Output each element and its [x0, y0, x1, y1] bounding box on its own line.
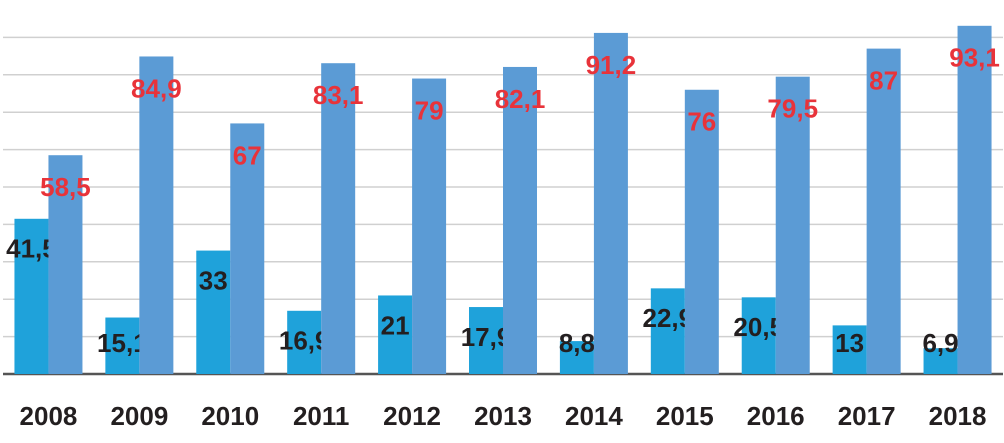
x-tick-label: 2011 — [293, 401, 349, 431]
bar — [593, 32, 628, 375]
bar — [957, 25, 992, 374]
value-label: 21 — [381, 310, 410, 340]
bar — [832, 325, 867, 374]
value-label: 79,5 — [767, 94, 818, 124]
bar — [139, 56, 174, 374]
value-label: 84,9 — [131, 73, 182, 103]
bar — [196, 250, 231, 374]
bar — [741, 297, 776, 374]
bar — [287, 310, 322, 374]
value-label: 91,2 — [586, 50, 637, 80]
bar — [469, 307, 503, 374]
value-label: 58,5 — [40, 172, 91, 202]
value-label: 79 — [415, 95, 444, 125]
bar — [230, 123, 265, 374]
bar — [105, 317, 140, 374]
x-tick-label: 2017 — [838, 401, 896, 431]
value-label: 76 — [687, 107, 716, 137]
bar — [378, 295, 413, 374]
x-tick-label: 2015 — [656, 401, 714, 431]
value-label: 16,9 — [279, 326, 330, 356]
value-label: 41,5 — [6, 234, 57, 264]
bar — [559, 341, 594, 374]
x-tick-label: 2012 — [383, 401, 441, 431]
x-tick-label: 2009 — [110, 401, 168, 431]
value-label: 33 — [199, 265, 228, 295]
bar — [684, 89, 719, 374]
value-label: 8,8 — [559, 328, 595, 358]
bar — [923, 348, 958, 374]
value-label: 6,9 — [922, 328, 958, 358]
bar — [650, 288, 685, 374]
bar — [412, 78, 447, 374]
value-label: 83,1 — [313, 80, 364, 110]
x-tick-label: 2008 — [20, 401, 78, 431]
x-tick-label: 2014 — [565, 401, 623, 431]
bar — [775, 76, 810, 375]
bar — [14, 218, 49, 374]
value-label: 67 — [233, 140, 262, 170]
value-label: 17,9 — [461, 322, 512, 352]
value-label: 87 — [869, 65, 898, 95]
value-label: 15,1 — [97, 328, 148, 358]
value-label: 20,5 — [733, 312, 784, 342]
x-tick-label: 2016 — [747, 401, 805, 431]
bar — [866, 48, 901, 375]
bar — [48, 155, 83, 374]
value-label: 82,1 — [495, 84, 546, 114]
x-tick-label: 2013 — [474, 401, 532, 431]
bar — [321, 63, 356, 375]
x-tick-label: 2018 — [929, 401, 987, 431]
x-tick-label: 2010 — [201, 401, 259, 431]
value-label: 93,1 — [949, 43, 1000, 73]
value-label: 22,9 — [643, 303, 694, 333]
value-label: 13 — [835, 328, 864, 358]
bar — [503, 66, 537, 375]
